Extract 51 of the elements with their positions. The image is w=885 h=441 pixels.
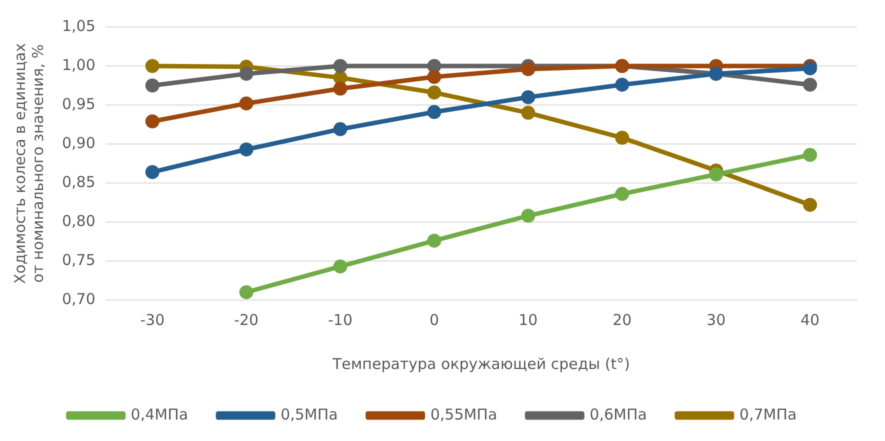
x-axis-title: Температура окружающей среды (t°) — [331, 354, 630, 373]
legend-label: 0,55МПа — [430, 405, 498, 424]
point — [145, 59, 160, 73]
x-tick-label: 20 — [612, 310, 632, 329]
point — [427, 105, 442, 120]
point — [239, 285, 254, 300]
y-tick-label: 0,70 — [62, 290, 96, 308]
point — [333, 59, 348, 73]
point — [803, 78, 818, 92]
point — [333, 122, 348, 136]
y-tick-label: 0,80 — [62, 212, 96, 230]
legend-label: 0,6МПа — [590, 405, 647, 424]
point — [709, 167, 724, 182]
y-axis-title: Ходимость колеса в единицах от номинального значения, % — [10, 43, 47, 284]
x-tick-label: 0 — [429, 310, 439, 329]
point — [145, 165, 160, 180]
point — [803, 61, 818, 76]
point — [521, 62, 536, 76]
legend-label: 0,7МПа — [739, 405, 797, 424]
x-tick-label: -10 — [328, 310, 353, 329]
point — [615, 130, 630, 145]
point — [803, 148, 818, 162]
point — [239, 66, 254, 81]
y-tick-label: 0,75 — [62, 250, 96, 269]
point — [427, 234, 442, 248]
point — [615, 186, 630, 201]
point — [521, 208, 536, 223]
point — [239, 142, 254, 156]
point — [427, 86, 442, 100]
point — [333, 82, 348, 96]
point — [521, 106, 536, 120]
point — [145, 78, 160, 92]
y-tick-label: 0,90 — [62, 134, 96, 152]
legend-label: 0,4МПа — [130, 405, 188, 424]
point — [521, 90, 536, 104]
point — [803, 198, 818, 212]
x-tick-label: -30 — [140, 310, 165, 329]
legend-label: 0,5МПа — [280, 405, 338, 424]
x-tick-label: 30 — [706, 310, 726, 329]
y-tick-label: 1,00 — [62, 56, 96, 74]
y-tick-label: 0,85 — [62, 172, 96, 191]
y-tick-label: 1,05 — [62, 16, 96, 35]
point — [333, 259, 348, 274]
y-tick-label: 0,95 — [62, 94, 96, 113]
point — [145, 114, 160, 128]
x-tick-label: 10 — [518, 310, 538, 329]
point — [427, 70, 442, 84]
x-tick-label: -20 — [234, 310, 259, 329]
point — [239, 96, 254, 110]
point — [615, 78, 630, 92]
x-tick-label: 40 — [800, 310, 820, 329]
